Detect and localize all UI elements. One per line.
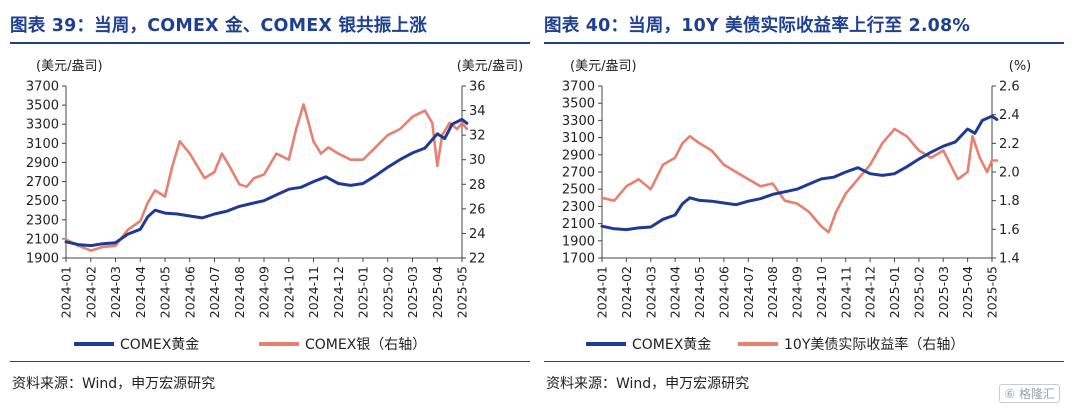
x-tick-label: 2024-11 [306,266,321,318]
right-y-tick-label: 2.0 [999,166,1020,181]
series-line-0 [600,114,999,232]
left-axis-unit: (美元/盎司) [570,59,637,74]
x-tick-label: 2024-02 [619,266,634,318]
x-tick-label: 2025-02 [380,266,395,318]
left-y-tick-label: 2700 [562,166,595,181]
x-tick-label: 2024-10 [814,266,829,318]
right-y-tick-label: 1.4 [999,252,1020,267]
x-tick-label: 2025-04 [430,266,445,318]
chart-title: 图表 40：当周，10Y 美债实际收益率上行至 2.08% [544,16,971,36]
left-y-tick-label: 3300 [562,114,595,129]
left-y-tick-label: 2900 [26,156,59,171]
chart-title: 图表 39：当周，COMEX 金、COMEX 银共振上涨 [10,16,427,36]
left-chart: (美元/盎司) (美元/盎司) 1900 2100 2300 2500 2700 2900 31… [26,59,524,353]
x-tick-label: 2025-01 [887,266,902,318]
left-y-tick-label: 3500 [26,99,59,114]
left-y-tick-label: 3500 [562,97,595,112]
x-tick-label: 2024-05 [158,266,173,318]
title-rule [10,42,530,44]
legend-label-0: COMEX黄金 [120,336,199,353]
left-y-tick-label: 2100 [26,232,59,247]
left-chart-panel: 图表 39：当周，COMEX 金、COMEX 银共振上涨 (美元/盎司) (美元/… [10,0,534,410]
right-y-tick-label: 2.6 [999,80,1020,95]
x-tick-label: 2024-04 [133,266,148,318]
right-y-tick-label: 36 [469,80,486,95]
left-y-tick-label: 2300 [562,200,595,215]
x-tick-label: 2025-05 [455,266,470,318]
source-note: 资料来源：Wind，申万宏源研究 [12,376,216,392]
title-rule [544,42,1064,44]
right-y-tick-label: 30 [469,153,486,168]
legend-label-1: COMEX银（右轴） [305,337,426,353]
left-y-tick-label: 2100 [562,217,595,232]
left-y-tick-label: 3700 [26,80,59,95]
left-y-tick-label: 3300 [26,118,59,133]
x-tick-label: 2025-05 [985,266,1000,318]
left-y-tick-label: 2700 [26,175,59,190]
legend-label-1: 10Y美债实际收益率（右轴） [784,336,964,353]
x-tick-label: 2025-03 [405,266,420,318]
x-tick-label: 2025-04 [960,266,975,318]
right-axis-unit: (%) [1009,59,1032,74]
right-y-tick-label: 1.8 [999,194,1020,209]
left-y-tick-label: 1900 [26,252,59,267]
x-tick-label: 2024-09 [790,266,805,318]
left-y-tick-label: 3100 [562,131,595,146]
left-y-tick-label: 3100 [26,137,59,152]
left-y-tick-label: 2500 [562,183,595,198]
right-y-tick-label: 2.4 [999,108,1020,123]
left-axis-unit: (美元/盎司) [36,59,103,74]
left-y-tick-label: 2500 [26,194,59,209]
left-y-tick-label: 2300 [26,213,59,228]
source-rule [544,361,1064,362]
x-tick-label: 2024-06 [182,266,197,318]
x-tick-label: 2024-09 [257,266,272,318]
x-tick-label: 2024-03 [643,266,658,318]
x-tick-label: 2024-04 [668,266,683,318]
right-y-tick-label: 1.6 [999,223,1020,238]
series-line-1 [64,103,469,252]
right-y-tick-label: 28 [469,178,486,193]
x-tick-label: 2024-02 [83,266,98,318]
right-y-tick-label: 24 [469,227,486,242]
right-y-tick-label: 2.2 [999,137,1020,152]
x-tick-label: 2024-10 [281,266,296,318]
x-tick-label: 2024-07 [741,266,756,318]
right-axis-unit: (美元/盎司) [457,59,524,74]
x-tick-label: 2024-07 [207,266,222,318]
right-chart-panel: 图表 40：当周，10Y 美债实际收益率上行至 2.08% (美元/盎司) (%)… [544,0,1068,410]
source-rule [10,361,530,362]
right-y-tick-label: 22 [469,252,486,267]
x-tick-label: 2025-03 [936,266,951,318]
x-tick-label: 2025-02 [911,266,926,318]
legend-label-0: COMEX黄金 [632,336,711,353]
left-y-tick-label: 1700 [562,252,595,267]
series-line-1 [600,127,999,234]
x-tick-label: 2024-08 [232,266,247,318]
left-y-tick-label: 2900 [562,148,595,163]
x-tick-label: 2024-05 [692,266,707,318]
left-y-tick-label: 3700 [562,80,595,95]
x-tick-label: 2024-01 [59,266,74,318]
x-tick-label: 2024-12 [331,266,346,318]
x-tick-label: 2024-11 [838,266,853,318]
x-tick-label: 2025-01 [356,266,371,318]
x-tick-label: 2024-06 [716,266,731,318]
x-tick-label: 2024-12 [863,266,878,318]
x-tick-label: 2024-01 [595,266,610,318]
right-y-tick-label: 32 [469,129,486,144]
series-line-0 [64,117,469,248]
x-tick-label: 2024-08 [765,266,780,318]
right-y-tick-label: 34 [469,104,486,119]
right-chart: (美元/盎司) (%) 1700 1900 2100 2300 2500 2700 2900 31… [562,59,1032,353]
left-y-tick-label: 1900 [562,234,595,249]
source-note: 资料来源：Wind，申万宏源研究 [546,376,750,392]
watermark-logo: ⑥ 格隆汇 [999,384,1060,403]
x-tick-label: 2024-03 [108,266,123,318]
right-y-tick-label: 26 [469,202,486,217]
